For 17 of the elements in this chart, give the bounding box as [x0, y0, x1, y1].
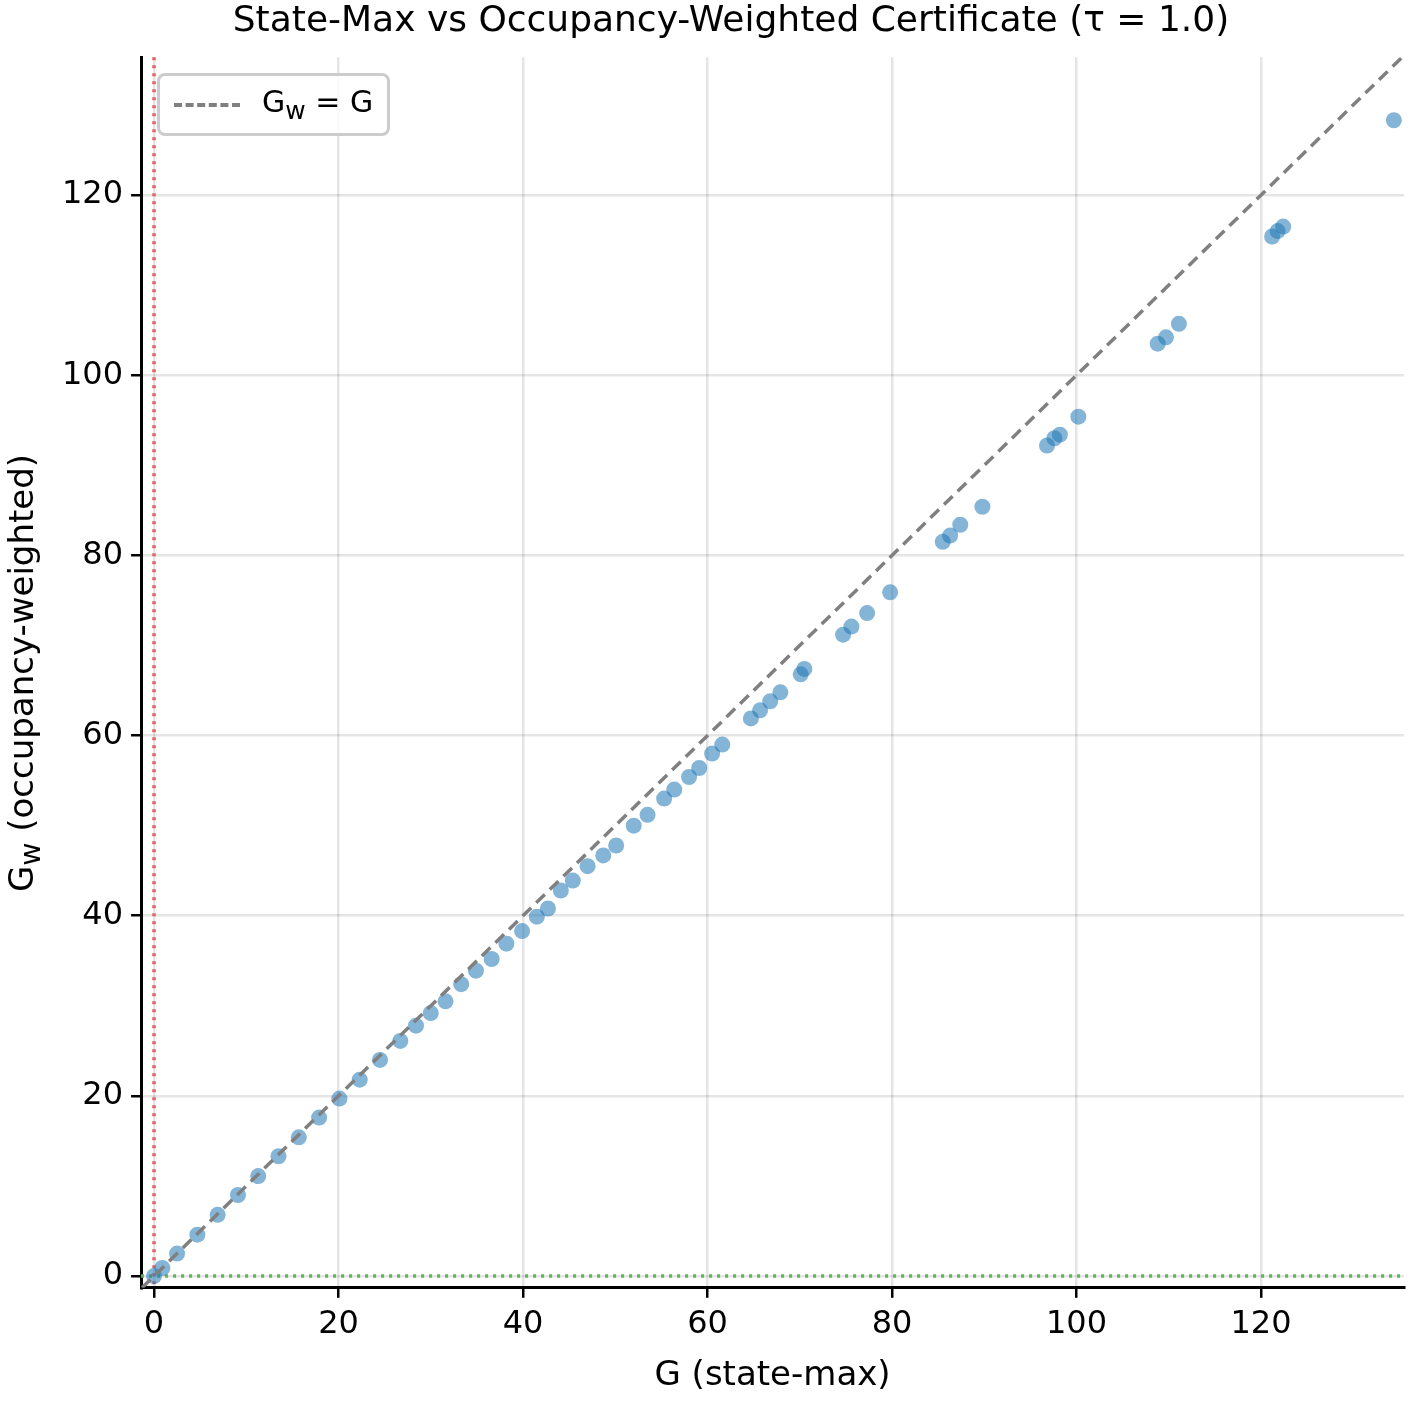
- y-tick-label: 80: [82, 533, 124, 572]
- x-tick-label: 40: [502, 1303, 544, 1342]
- x-tick-label: 20: [318, 1303, 359, 1342]
- x-tick-label: 120: [1230, 1303, 1292, 1342]
- x-tick-label: 0: [143, 1303, 165, 1342]
- legend-label: G$_{w}$ = G: [262, 84, 374, 126]
- chart-title: State-Max vs Occupancy-Weighted Certificate (τ = 1.0): [232, 0, 1230, 39]
- y-tick-label: 0: [102, 1254, 124, 1293]
- x-axis-title: G (state-max): [654, 1353, 891, 1394]
- y-tick-label: 40: [82, 894, 124, 933]
- y-tick-label: 20: [82, 1074, 124, 1113]
- x-tick-label: 100: [1045, 1303, 1108, 1342]
- y-tick-label: 60: [82, 713, 124, 752]
- x-tick-label: 80: [871, 1303, 913, 1342]
- y-tick-label: 120: [62, 173, 124, 212]
- y-tick-label: 100: [62, 353, 124, 392]
- x-tick-label: 60: [687, 1303, 728, 1342]
